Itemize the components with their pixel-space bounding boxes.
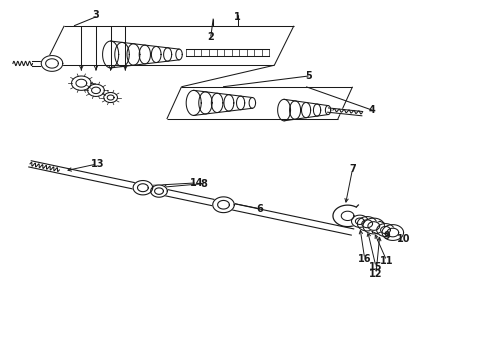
Polygon shape [72,76,91,90]
Polygon shape [88,84,104,96]
Text: 4: 4 [368,105,375,115]
Polygon shape [213,197,234,213]
Polygon shape [155,188,163,194]
Polygon shape [41,55,63,71]
Text: 12: 12 [369,269,383,279]
Polygon shape [355,218,364,225]
Text: 14: 14 [191,178,204,188]
Polygon shape [138,184,148,192]
Text: 13: 13 [91,159,104,169]
Polygon shape [381,226,391,234]
Text: 16: 16 [358,254,371,264]
Polygon shape [32,61,59,66]
Polygon shape [382,225,404,240]
Text: 9: 9 [383,231,390,240]
Text: 5: 5 [305,71,312,81]
Text: 3: 3 [93,10,99,20]
Polygon shape [104,93,118,103]
Text: 6: 6 [256,204,263,214]
Polygon shape [351,215,368,227]
Polygon shape [328,108,363,116]
Text: 8: 8 [200,179,207,189]
Polygon shape [133,180,153,195]
Polygon shape [368,222,380,230]
Polygon shape [76,79,87,87]
Polygon shape [363,218,385,234]
Polygon shape [29,161,354,235]
Text: 1: 1 [234,12,241,22]
Polygon shape [377,224,394,237]
Polygon shape [357,217,377,231]
Text: 7: 7 [349,164,356,174]
Polygon shape [341,211,354,221]
Polygon shape [92,87,100,94]
Polygon shape [151,185,167,197]
Polygon shape [218,201,229,209]
Polygon shape [387,228,399,237]
Text: 11: 11 [380,256,393,266]
Polygon shape [362,220,372,228]
Polygon shape [107,95,114,100]
Text: 2: 2 [207,32,214,41]
Text: 10: 10 [397,234,411,244]
Polygon shape [46,59,58,68]
Text: 15: 15 [369,262,383,272]
Polygon shape [186,49,270,56]
